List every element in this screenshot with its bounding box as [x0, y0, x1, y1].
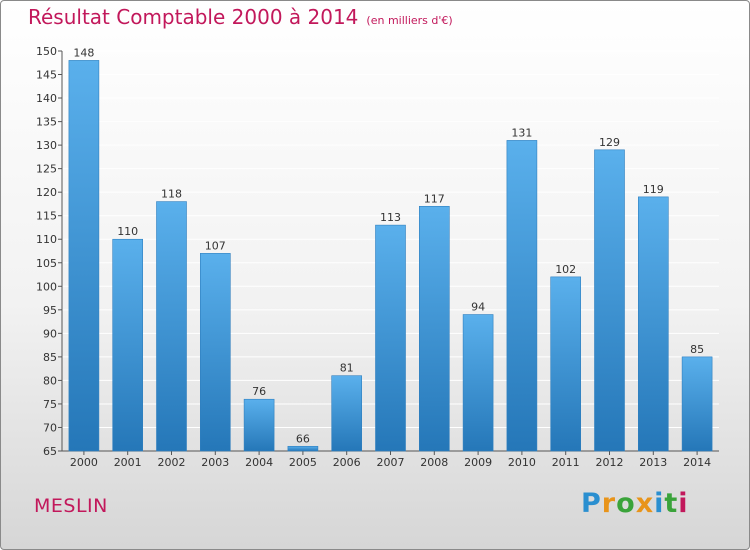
- data-label: 66: [296, 432, 310, 445]
- data-label: 131: [511, 126, 532, 139]
- y-tick-label: 120: [36, 186, 57, 199]
- data-label: 76: [252, 385, 266, 398]
- y-tick-label: 95: [43, 304, 57, 317]
- x-tick-label: 2007: [377, 456, 405, 469]
- bar: [156, 201, 187, 452]
- bar: [200, 253, 231, 452]
- data-label: 107: [205, 239, 226, 252]
- x-tick-label: 2010: [508, 456, 536, 469]
- bar: [287, 445, 319, 452]
- x-tick-label: 2012: [596, 456, 624, 469]
- x-tick-label: 2009: [464, 456, 492, 469]
- bar: [550, 276, 582, 452]
- data-label: 113: [380, 211, 401, 224]
- chart-title-unit: (en milliers d'€): [366, 14, 453, 27]
- x-tick-label: 2013: [639, 456, 667, 469]
- x-tick-label: 2011: [552, 456, 580, 469]
- y-tick-label: 75: [43, 398, 57, 411]
- x-tick-label: 2002: [158, 456, 186, 469]
- y-tick-label: 125: [36, 163, 57, 176]
- bar: [112, 238, 143, 452]
- bar: [68, 60, 100, 452]
- y-tick-label: 140: [36, 92, 57, 105]
- x-tick-label: 2006: [333, 456, 361, 469]
- logo-letter: o: [616, 488, 636, 519]
- bar: [462, 314, 494, 452]
- logo-letter: x: [635, 488, 655, 519]
- logo-letter: i: [678, 488, 689, 519]
- x-tick-label: 2003: [201, 456, 229, 469]
- x-tick-label: 2005: [289, 456, 317, 469]
- x-tick-label: 2008: [420, 456, 448, 469]
- bar: [594, 149, 625, 452]
- chart-title-main: Résultat Comptable 2000 à 2014: [28, 5, 359, 29]
- y-tick-label: 145: [36, 69, 57, 82]
- labels: 65 70 75 80 85 90 95 100 105 110 115 120 125 130 135 14…: [36, 45, 711, 469]
- y-tick-label: 130: [36, 139, 57, 152]
- data-label: 110: [117, 225, 138, 238]
- data-label: 119: [643, 183, 664, 196]
- proxiti-logo: Proxiti: [581, 488, 689, 519]
- bar: [375, 224, 406, 452]
- bar: [243, 398, 275, 452]
- bar: [506, 140, 538, 452]
- y-tick-label: 85: [43, 351, 57, 364]
- data-label: 102: [555, 263, 576, 276]
- data-label: 81: [340, 362, 354, 375]
- data-label: 117: [424, 192, 445, 205]
- data-label: 118: [161, 188, 182, 201]
- y-tick-label: 110: [36, 233, 57, 246]
- y-tick-label: 70: [43, 421, 57, 434]
- data-label: 129: [599, 136, 620, 149]
- data-label: 94: [471, 301, 485, 314]
- data-label: 85: [690, 343, 704, 356]
- bar: [331, 375, 363, 452]
- chart-title: Résultat Comptable 2000 à 2014 (en millie…: [28, 5, 453, 29]
- y-tick-label: 150: [36, 45, 57, 58]
- data-label: 148: [73, 46, 94, 59]
- bar: [418, 205, 450, 452]
- bar: [637, 196, 669, 452]
- y-tick-label: 100: [36, 280, 57, 293]
- x-tick-label: 2001: [114, 456, 142, 469]
- y-tick-label: 135: [36, 116, 57, 129]
- bar: [681, 356, 713, 452]
- y-tick-label: 115: [36, 210, 57, 223]
- logo-letter: P: [581, 488, 602, 519]
- y-tick-label: 105: [36, 257, 57, 270]
- logo-letter: t: [664, 488, 679, 519]
- y-tick-label: 80: [43, 374, 57, 387]
- bars: [68, 60, 713, 452]
- commune-name: MESLIN: [34, 495, 108, 517]
- logo-letter: i: [654, 488, 665, 519]
- y-tick-label: 90: [43, 327, 57, 340]
- logo-letter: r: [601, 488, 617, 519]
- x-tick-label: 2004: [245, 456, 273, 469]
- x-tick-label: 2014: [683, 456, 711, 469]
- y-tick-label: 65: [43, 445, 57, 458]
- x-tick-label: 2000: [70, 456, 98, 469]
